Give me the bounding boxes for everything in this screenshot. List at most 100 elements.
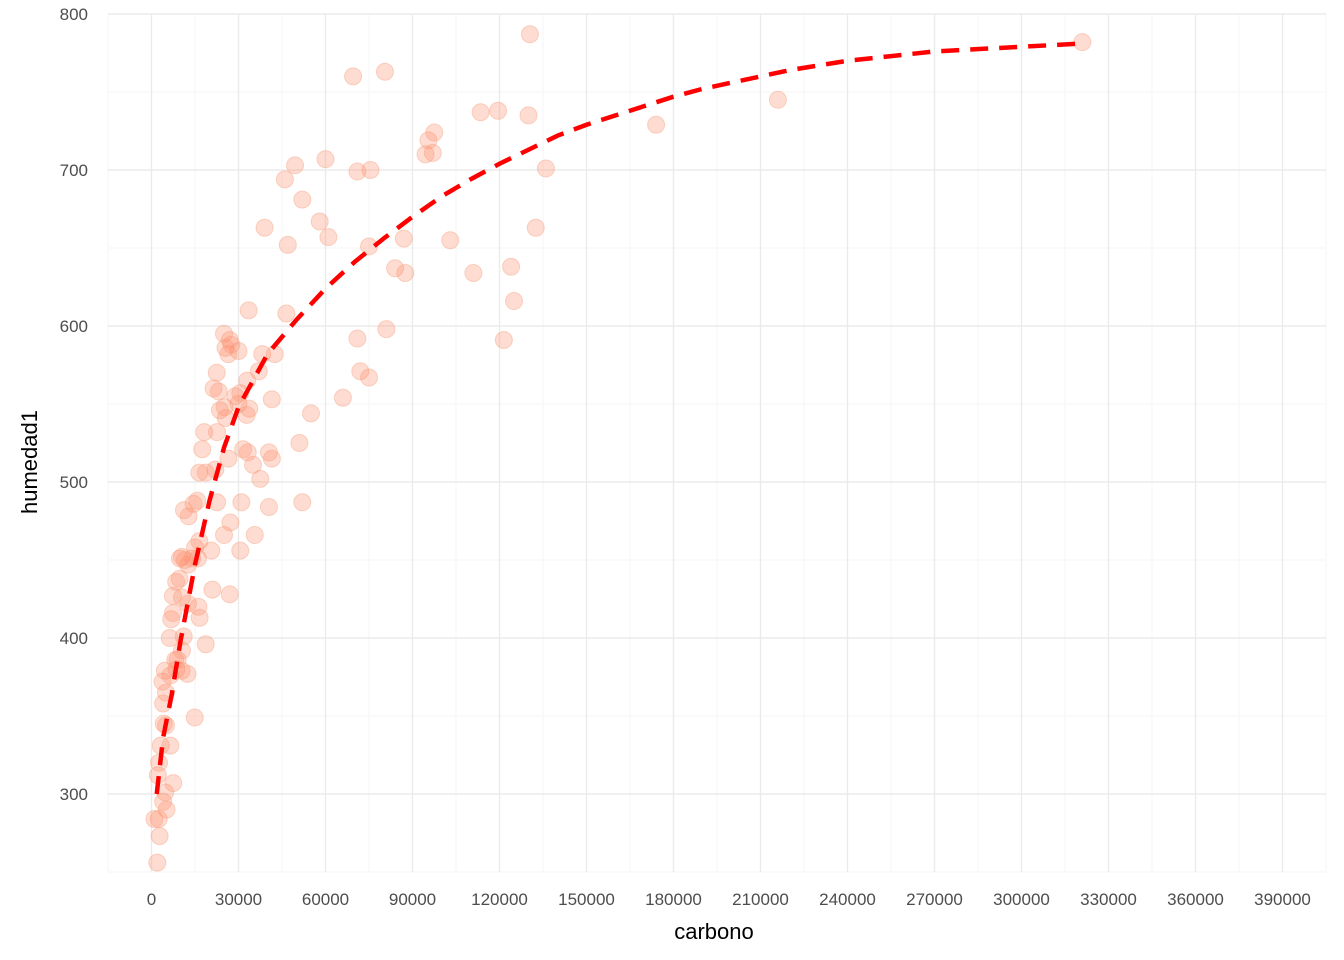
scatter-point <box>190 463 209 482</box>
scatter-point <box>167 572 186 591</box>
scatter-point <box>394 229 413 248</box>
scatter-point <box>423 143 442 162</box>
scatter-point <box>262 449 281 468</box>
scatter-point <box>170 569 189 588</box>
x-axis-title: carbono <box>674 919 754 944</box>
scatter-point <box>238 443 257 462</box>
scatter-point <box>208 423 227 442</box>
x-tick-label: 60000 <box>302 890 349 909</box>
scatter-point <box>219 449 238 468</box>
scatter-point <box>220 585 239 604</box>
scatter-point <box>196 463 215 482</box>
scatter-point <box>255 218 274 237</box>
scatter-point <box>164 774 183 793</box>
scatter-point <box>184 494 203 513</box>
x-tick-label: 390000 <box>1254 890 1311 909</box>
scatter-point <box>237 405 256 424</box>
scatter-point <box>377 320 396 339</box>
scatter-point <box>215 324 233 343</box>
scatter-point <box>155 661 174 680</box>
x-tick-label: 270000 <box>906 890 963 909</box>
y-axis-title: humedad1 <box>17 410 42 514</box>
x-tick-label: 150000 <box>558 890 615 909</box>
fit-line <box>154 41 1080 795</box>
scatter-point <box>232 493 251 512</box>
scatter-point <box>229 341 248 360</box>
scatter-point <box>188 491 207 510</box>
x-tick-label: 30000 <box>215 890 262 909</box>
y-axis-ticks: 300 400 500 600 700 800 <box>60 5 88 804</box>
scatter-point <box>419 131 438 150</box>
scatter-point <box>768 90 787 109</box>
scatter-point <box>375 62 394 81</box>
scatter-point <box>502 257 521 276</box>
scatter-point <box>425 123 444 142</box>
scatter-point <box>245 526 264 545</box>
fit-curve <box>154 41 1080 795</box>
scatter-point <box>172 547 191 566</box>
scatter-point <box>154 792 173 811</box>
scatter-point <box>494 331 513 350</box>
scatter-point <box>505 292 523 311</box>
scatter-point <box>234 440 253 459</box>
scatter-point <box>219 345 238 364</box>
x-tick-label: 90000 <box>389 890 436 909</box>
scatter-point <box>162 610 181 629</box>
scatter-point <box>262 390 281 409</box>
scatter-point <box>157 800 176 819</box>
scatter-point <box>239 301 258 320</box>
y-tick-label: 800 <box>60 5 88 24</box>
scatter-point <box>172 588 191 607</box>
x-tick-label: 120000 <box>471 890 528 909</box>
y-tick-label: 600 <box>60 317 88 336</box>
scatter-point <box>251 469 270 488</box>
y-tick-label: 500 <box>60 473 88 492</box>
scatter-point <box>203 580 222 599</box>
scatter-point <box>290 434 309 452</box>
x-tick-label: 240000 <box>819 890 876 909</box>
scatter-point <box>231 541 250 560</box>
scatter-point <box>163 604 182 623</box>
scatter-point <box>302 404 320 423</box>
scatter-point <box>441 231 460 250</box>
scatter-point <box>344 67 363 86</box>
scatter-point <box>275 170 294 189</box>
scatter-point <box>278 235 297 254</box>
scatter-point <box>416 145 435 164</box>
scatter-point <box>361 161 380 179</box>
scatter-point <box>193 440 212 459</box>
scatter-point <box>536 159 555 178</box>
scatter-point <box>259 497 278 516</box>
scatter-point <box>520 25 539 44</box>
scatter-point <box>464 263 483 282</box>
scatter-point <box>293 493 312 512</box>
scatter-point <box>153 672 172 691</box>
scatter-point <box>471 103 490 122</box>
x-tick-label: 300000 <box>993 890 1050 909</box>
scatter-point <box>489 101 508 120</box>
scatter-point <box>222 335 241 354</box>
scatter-point <box>526 218 545 237</box>
scatter-point <box>179 507 198 526</box>
scatter-point <box>215 398 234 417</box>
y-tick-label: 400 <box>60 629 88 648</box>
scatter-point <box>333 388 352 407</box>
scatter-points <box>145 25 1092 872</box>
scatter-point <box>210 401 229 420</box>
scatter-point <box>286 156 305 175</box>
scatter-point <box>277 304 296 323</box>
scatter-point <box>293 190 312 209</box>
scatter-point <box>351 362 370 381</box>
scatter-point <box>316 150 335 169</box>
x-tick-label: 180000 <box>645 890 702 909</box>
scatter-point <box>348 329 367 348</box>
scatter-point <box>204 379 223 398</box>
scatter-point <box>178 664 197 683</box>
scatter-point <box>174 501 193 520</box>
x-tick-label: 360000 <box>1167 890 1224 909</box>
scatter-point <box>150 827 169 846</box>
scatter-point <box>189 597 208 616</box>
scatter-point <box>221 513 240 532</box>
scatter-point <box>202 541 221 560</box>
x-tick-label: 0 <box>147 890 156 909</box>
